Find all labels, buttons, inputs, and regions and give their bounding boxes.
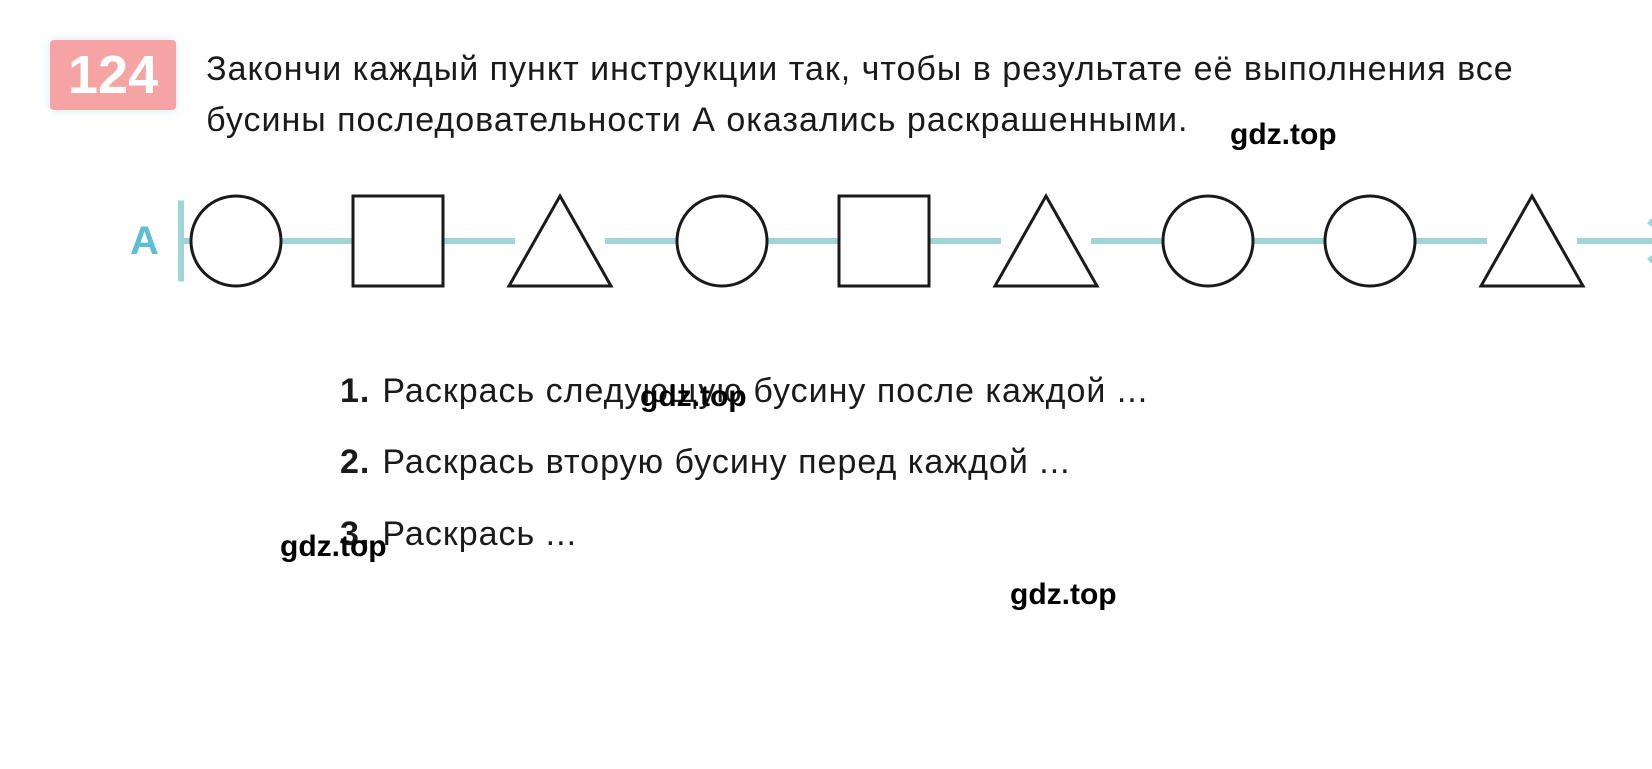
bead-circle bbox=[1163, 196, 1253, 286]
sequence-diagram bbox=[171, 186, 1652, 296]
bead-circle bbox=[1325, 196, 1415, 286]
bead-circle bbox=[677, 196, 767, 286]
step-text-2: Раскрась вторую бусину перед каждой ... bbox=[382, 427, 1070, 498]
bead-square bbox=[839, 196, 929, 286]
bead-triangle bbox=[995, 196, 1097, 286]
step-number-2: 2. bbox=[340, 427, 370, 498]
step-number-1: 1. bbox=[340, 356, 370, 427]
step-3: 3. Раскрась ... bbox=[340, 499, 1602, 570]
bead-circle bbox=[191, 196, 281, 286]
step-1: 1. Раскрась следующую бусину после каждо… bbox=[340, 356, 1602, 427]
instruction-text: Закончи каждый пункт инструкции так, что… bbox=[206, 40, 1602, 146]
step-text-1: Раскрась следующую бусину после каждой .… bbox=[382, 356, 1148, 427]
watermark: gdz.top bbox=[1010, 578, 1117, 612]
steps-list: 1. Раскрась следующую бусину после каждо… bbox=[340, 356, 1602, 570]
header-row: 124 Закончи каждый пункт инструкции так,… bbox=[50, 40, 1602, 146]
step-number-3: 3. bbox=[340, 499, 370, 570]
step-2: 2. Раскрась вторую бусину перед каждой .… bbox=[340, 427, 1602, 498]
bead-triangle bbox=[509, 196, 611, 286]
sequence-container: А bbox=[130, 186, 1602, 296]
step-text-3: Раскрась ... bbox=[382, 499, 577, 570]
sequence-label: А bbox=[130, 219, 159, 264]
task-number: 124 bbox=[50, 40, 176, 110]
bead-square bbox=[353, 196, 443, 286]
bead-triangle bbox=[1481, 196, 1583, 286]
